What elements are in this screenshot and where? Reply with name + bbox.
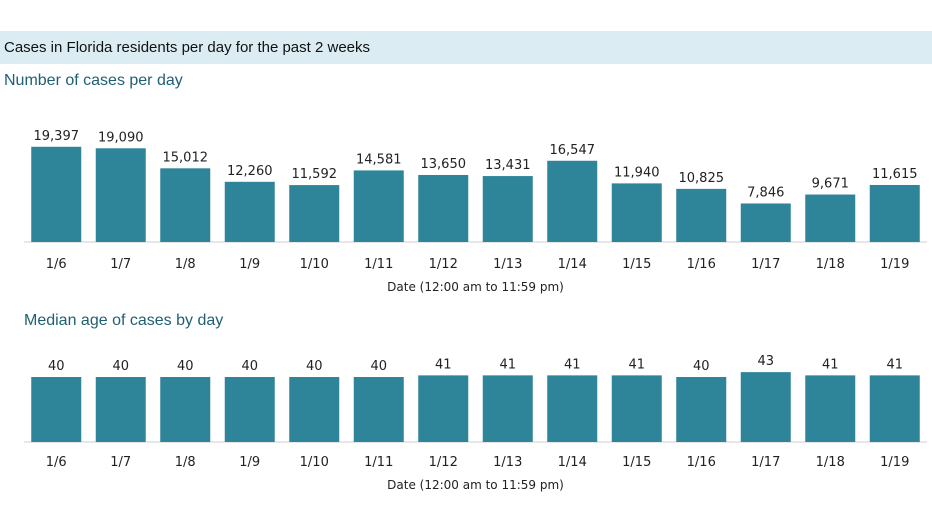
cases-value-label: 11,940 [614,165,660,180]
cases-bar [482,176,533,242]
cases-chart-title: Number of cases per day [4,72,183,89]
age-value-label: 40 [306,359,323,374]
cases-tick-label: 1/15 [622,257,651,272]
age-tick-label: 1/18 [816,455,845,470]
cases-value-label: 9,671 [812,177,849,192]
age-bar [289,377,340,442]
age-bar [869,375,920,442]
age-bar [740,372,791,442]
cases-tick-label: 1/11 [364,257,393,272]
age-tick-label: 1/15 [622,455,651,470]
banner-title: Cases in Florida residents per day for t… [4,39,371,56]
age-value-label: 40 [370,359,387,374]
age-chart-title: Median age of cases by day [24,312,224,329]
cases-bar [740,203,791,242]
cases-tick-label: 1/19 [880,257,909,272]
cases-bar [31,146,82,242]
cases-bar [418,174,469,242]
age-value-label: 41 [628,357,645,372]
cases-tick-label: 1/16 [687,257,716,272]
age-tick-label: 1/6 [46,455,67,470]
cases-bar [869,184,920,242]
age-bar [31,377,82,442]
age-value-label: 41 [499,357,516,372]
cases-bar [224,181,275,242]
cases-tick-label: 1/18 [816,257,845,272]
cases-value-label: 13,431 [485,158,531,173]
age-value-label: 41 [886,357,903,372]
age-bar [482,375,533,442]
age-value-label: 43 [757,354,774,369]
age-tick-label: 1/17 [751,455,780,470]
cases-value-label: 11,592 [292,167,338,182]
cases-value-label: 7,846 [747,185,784,200]
age-value-label: 41 [564,357,581,372]
cases-bar [353,170,404,242]
age-bar [547,375,598,442]
age-value-label: 41 [435,357,452,372]
cases-bar [289,185,340,242]
cases-bar [547,160,598,242]
age-bar [95,377,146,442]
cases-value-label: 16,547 [550,143,596,158]
cases-tick-label: 1/7 [110,257,131,272]
age-value-label: 40 [48,359,65,374]
age-value-label: 40 [693,359,710,374]
age-tick-label: 1/11 [364,455,393,470]
cases-value-label: 19,397 [34,129,80,144]
age-bar [224,377,275,442]
cases-value-label: 11,615 [872,167,918,182]
cases-value-label: 15,012 [163,150,209,165]
age-tick-label: 1/10 [300,455,329,470]
cases-value-label: 10,825 [679,171,725,186]
age-value-label: 40 [177,359,194,374]
age-tick-label: 1/8 [175,455,196,470]
cases-tick-label: 1/12 [429,257,458,272]
cases-value-label: 14,581 [356,152,402,167]
age-tick-label: 1/13 [493,455,522,470]
age-tick-label: 1/9 [239,455,260,470]
cases-x-axis-label: Date (12:00 am to 11:59 pm) [387,280,564,294]
age-bar [676,377,727,442]
cases-tick-label: 1/9 [239,257,260,272]
cases-value-label: 12,260 [227,164,273,179]
chart-banner: Cases in Florida residents per day for t… [0,31,932,64]
cases-bar [95,148,146,242]
age-tick-label: 1/16 [687,455,716,470]
age-bar [418,375,469,442]
cases-value-label: 19,090 [98,130,144,145]
age-bar [805,375,856,442]
age-tick-label: 1/14 [558,455,587,470]
cases-value-label: 13,650 [421,157,467,172]
age-tick-label: 1/7 [110,455,131,470]
age-bar [353,377,404,442]
cases-bar [805,194,856,242]
cases-tick-label: 1/17 [751,257,780,272]
age-value-label: 40 [112,359,129,374]
cases-tick-label: 1/6 [46,257,67,272]
cases-tick-label: 1/10 [300,257,329,272]
cases-tick-label: 1/8 [175,257,196,272]
cases-bar [160,168,211,242]
cases-bar [676,188,727,242]
age-value-label: 40 [241,359,258,374]
age-tick-label: 1/19 [880,455,909,470]
cases-tick-label: 1/14 [558,257,587,272]
cases-tick-label: 1/13 [493,257,522,272]
age-bar [160,377,211,442]
age-tick-label: 1/12 [429,455,458,470]
cases-bar [611,183,662,242]
age-value-label: 41 [822,357,839,372]
age-bar [611,375,662,442]
age-x-axis-label: Date (12:00 am to 11:59 pm) [387,478,564,492]
